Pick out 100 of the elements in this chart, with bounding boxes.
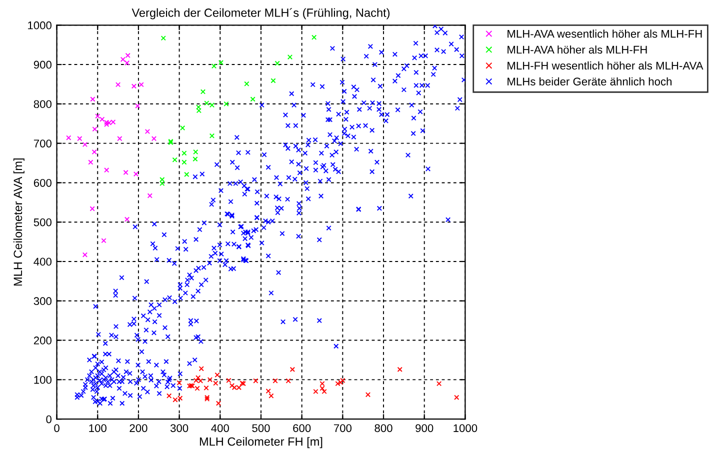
- point: [192, 156, 198, 162]
- x-tick-label: 700: [334, 424, 352, 432]
- point: [82, 142, 88, 148]
- point: [133, 171, 139, 177]
- y-tick-label: 100: [34, 376, 52, 384]
- legend-label: MLH-FH wesentlich höher als MLH-AVA: [508, 61, 704, 70]
- point: [115, 82, 121, 88]
- point: [90, 96, 96, 102]
- x-tick-label: 800: [374, 424, 392, 432]
- point: [180, 125, 186, 131]
- point: [232, 384, 238, 390]
- point: [204, 396, 210, 402]
- point: [250, 96, 256, 102]
- point: [95, 114, 100, 119]
- point: [229, 383, 235, 388]
- point: [92, 149, 97, 155]
- point: [290, 366, 296, 372]
- point: [182, 160, 187, 165]
- x-tick-label: 1000: [454, 424, 478, 432]
- point: [218, 60, 224, 66]
- x-tick-label: 0: [54, 424, 60, 432]
- point: [320, 386, 325, 391]
- y-tick-label: 800: [34, 100, 52, 108]
- point: [184, 172, 190, 178]
- point: [268, 393, 274, 398]
- point: [66, 135, 72, 140]
- point: [335, 381, 340, 386]
- point: [124, 60, 130, 66]
- point: [147, 193, 152, 198]
- y-tick-label: 0: [46, 415, 52, 424]
- x-axis-title: MLH Ceilometer FH [m]: [200, 437, 322, 448]
- point: [186, 383, 192, 389]
- point: [313, 388, 318, 394]
- y-tick-label: 600: [34, 178, 52, 187]
- y-tick-label: 1000: [28, 21, 52, 30]
- point: [100, 116, 105, 122]
- point: [200, 89, 206, 94]
- point: [204, 394, 210, 400]
- point: [224, 101, 229, 106]
- point: [312, 34, 317, 40]
- point: [270, 78, 276, 84]
- point: [244, 81, 250, 86]
- point: [144, 128, 150, 134]
- point: [272, 378, 278, 384]
- point: [365, 392, 371, 398]
- point: [226, 378, 232, 384]
- x-tick-label: 100: [89, 424, 106, 432]
- y-tick-label: 700: [34, 140, 52, 148]
- point: [92, 126, 98, 132]
- point: [286, 378, 291, 384]
- point: [160, 36, 166, 41]
- point: [125, 52, 130, 58]
- point: [274, 60, 280, 66]
- point: [135, 103, 140, 108]
- point: [266, 388, 271, 394]
- point: [193, 149, 198, 155]
- y-tick-label: 500: [34, 218, 52, 226]
- point: [397, 366, 402, 372]
- point: [253, 378, 258, 384]
- point: [211, 64, 217, 69]
- point: [77, 136, 82, 142]
- point: [322, 388, 327, 394]
- point: [436, 381, 442, 386]
- point: [204, 385, 209, 391]
- legend-label: MLHs beider Geräte ähnlich hoch: [508, 77, 672, 86]
- x-tick-label: 300: [170, 424, 188, 432]
- point: [151, 136, 157, 142]
- point: [104, 168, 110, 173]
- legend-label: MLH-AVA höher als MLH-FH: [508, 45, 647, 54]
- y-tick-label: 400: [34, 258, 52, 266]
- point: [196, 375, 201, 380]
- point: [160, 176, 165, 182]
- point: [138, 82, 144, 88]
- point: [287, 54, 293, 60]
- point: [207, 377, 213, 382]
- point: [123, 170, 128, 176]
- point: [338, 380, 344, 385]
- point: [196, 108, 202, 114]
- y-tick-label: 200: [34, 336, 52, 344]
- point: [90, 206, 95, 212]
- x-tick-label: 500: [252, 424, 270, 432]
- y-tick-label: 300: [34, 297, 52, 306]
- point: [216, 400, 222, 406]
- point: [198, 366, 204, 372]
- x-tick-label: 900: [416, 424, 434, 432]
- point: [131, 84, 137, 89]
- x-tick-label: 400: [211, 424, 229, 432]
- point: [166, 393, 172, 398]
- y-axis-title: MLH Ceilometer AVA [m]: [13, 158, 24, 286]
- point: [454, 394, 460, 400]
- point: [82, 252, 88, 258]
- point: [209, 133, 215, 138]
- point: [117, 136, 122, 142]
- point: [101, 238, 106, 244]
- point: [320, 381, 325, 386]
- point: [106, 120, 112, 126]
- point: [124, 216, 130, 222]
- point: [176, 380, 182, 386]
- point: [196, 104, 202, 110]
- point: [182, 150, 187, 156]
